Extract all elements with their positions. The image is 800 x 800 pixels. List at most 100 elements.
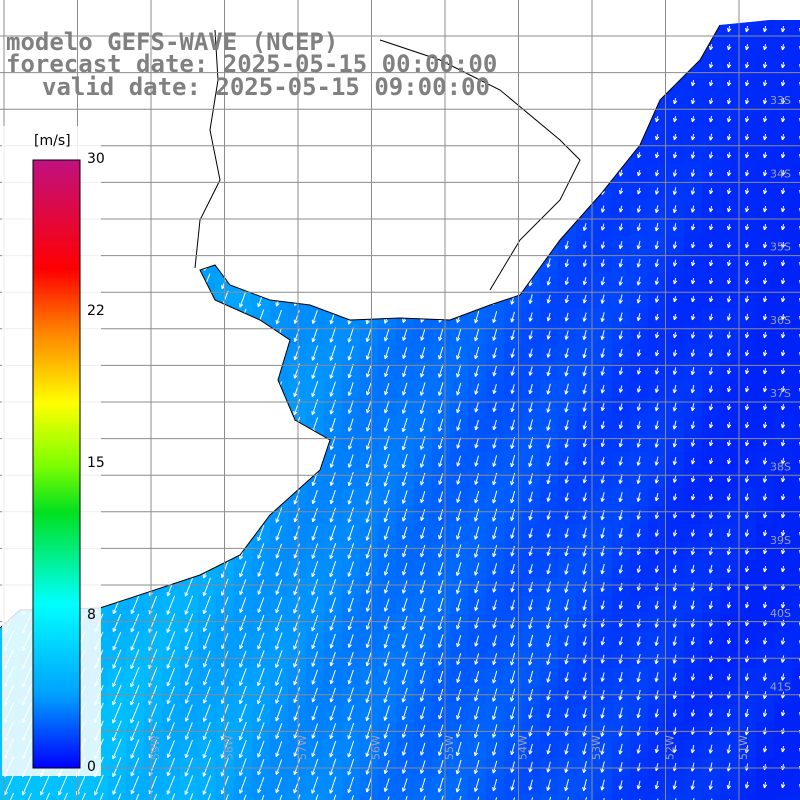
wind-arrow [780,421,786,429]
wind-arrow [780,61,786,69]
wind-arrow [203,668,211,686]
wind-arrow [492,508,498,522]
wind-arrow [293,561,301,577]
wind-arrow [654,565,660,573]
wind-arrow [528,294,533,305]
colorbar-tick-22: 22 [87,303,105,319]
speed-cell [594,794,612,800]
wind-arrow [456,671,462,684]
wind-arrow [636,331,642,339]
wind-arrow [690,655,696,664]
wind-arrow [347,634,354,649]
wind-arrow [112,613,122,633]
wind-arrow [744,511,750,519]
wind-arrow [311,543,319,559]
speed-cell [792,506,800,524]
wind-arrow [762,43,768,51]
wind-arrow [708,79,714,87]
wind-arrow [762,619,768,627]
wind-arrow [654,187,660,195]
wind-arrow [708,223,714,231]
wind-arrow [437,616,444,631]
wind-arrow [582,438,587,448]
wind-arrow [654,456,659,466]
wind-arrow [491,706,498,720]
speed-cell [792,272,800,290]
wind-arrow [437,759,444,775]
wind-arrow [726,331,732,339]
speed-cell [792,380,800,398]
wind-arrow [112,757,122,778]
wind-arrow [384,346,390,360]
wind-arrow [762,367,768,375]
wind-arrow [726,385,732,393]
wind-arrow [708,421,714,429]
speed-cell [720,794,738,800]
wind-arrow [401,580,408,594]
wind-arrow [456,491,462,503]
wind-arrow [726,43,732,51]
wind-arrow [419,706,426,720]
wind-arrow [401,400,408,414]
wind-arrow [726,205,732,213]
wind-arrow [365,364,372,378]
wind-arrow [672,241,678,249]
wind-arrow [690,709,696,717]
wind-arrow [654,708,659,718]
wind-arrow [762,25,768,33]
wind-arrow [744,295,750,303]
wind-arrow [275,507,283,523]
wind-arrow [726,529,732,538]
wind-arrow [329,454,336,468]
wind-arrow [582,384,587,395]
wind-arrow [672,529,678,537]
wind-arrow [780,493,786,501]
wind-arrow [762,295,768,303]
wind-arrow [672,493,678,501]
wind-arrow [582,420,587,430]
wind-arrow [365,795,372,800]
wind-arrow [420,544,426,558]
wind-arrow [618,654,623,664]
wind-arrow [510,490,516,504]
wind-arrow [166,667,176,687]
wind-arrow [726,619,732,627]
wind-arrow [401,705,408,721]
wind-arrow [672,97,678,105]
wind-arrow [618,294,623,304]
wind-arrow [438,509,444,522]
wind-arrow [690,97,696,105]
wind-arrow [708,493,714,501]
wind-arrow [600,276,605,286]
wind-arrow [437,364,444,378]
speed-cell [792,236,800,254]
wind-arrow [744,115,750,123]
wind-arrow [528,581,533,593]
wind-arrow [672,277,678,285]
wind-arrow [492,670,498,684]
speed-cell [792,524,800,542]
speed-cell [792,560,800,578]
wind-arrow [654,205,660,214]
wind-arrow [708,780,713,790]
wind-arrow [492,419,497,431]
wind-arrow [329,345,337,361]
wind-arrow [130,596,140,615]
wind-arrow [600,312,605,323]
wind-arrow [708,457,714,465]
wind-arrow [672,223,678,232]
wind-arrow [528,330,533,340]
wind-arrow [618,528,623,539]
wind-arrow [510,635,516,648]
wind-arrow [474,346,480,360]
wind-arrow [528,546,533,557]
wind-arrow [600,294,605,304]
wind-arrow [275,777,283,794]
wind-arrow [365,400,372,414]
wind-arrow [546,258,551,268]
wind-arrow [546,437,551,449]
wind-arrow [582,672,587,682]
wind-arrow [474,455,480,467]
wind-arrow [329,651,336,667]
wind-arrow [600,205,606,213]
